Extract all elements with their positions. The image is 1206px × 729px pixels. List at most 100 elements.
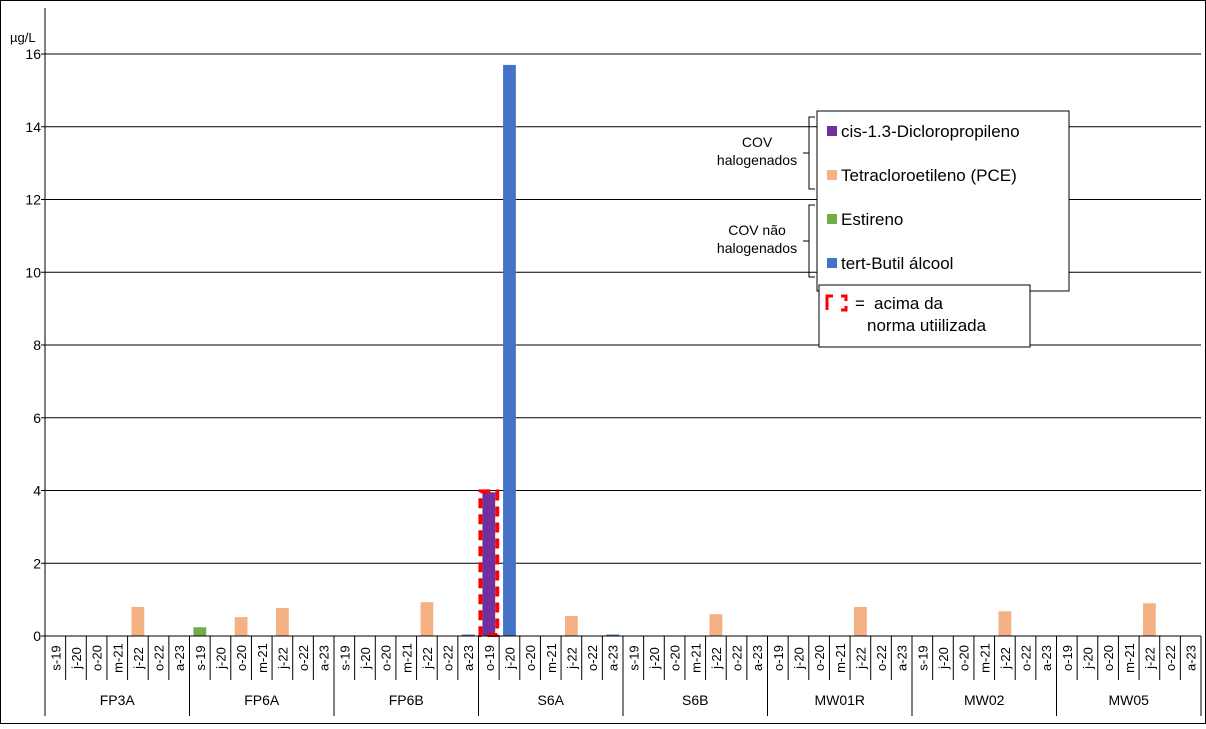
x-date-label: s-19: [48, 645, 63, 670]
x-date-label: j-20: [358, 647, 373, 670]
x-date-label: o-22: [585, 645, 600, 671]
x-date-label: o-20: [668, 645, 683, 671]
x-date-label: o-19: [771, 645, 786, 671]
above-norm-marker: [478, 489, 500, 637]
gridlines: [45, 53, 1201, 564]
x-date-label: o-20: [234, 645, 249, 671]
bar: [193, 627, 207, 636]
legend-label: cis-1.3-Dicloropropileno: [841, 122, 1020, 141]
bar: [564, 615, 578, 636]
legend-swatch: [827, 258, 837, 268]
bars: [131, 64, 1156, 637]
x-date-label: m-21: [977, 643, 992, 673]
x-date-label: o-20: [957, 645, 972, 671]
x-date-label: o-19: [1060, 645, 1075, 671]
x-group-label: MW02: [964, 692, 1005, 708]
legend-group-bracket: [803, 204, 815, 278]
bar: [606, 634, 620, 636]
norm-note-box: [818, 284, 1031, 348]
x-date-label: j-22: [1142, 647, 1157, 670]
legend-group-label: COV: [742, 134, 773, 150]
bar: [420, 602, 434, 636]
y-tick-label: 12: [25, 192, 41, 208]
x-date-label: a-23: [1039, 645, 1054, 671]
bar: [709, 614, 723, 636]
x-date-label: o-22: [1163, 645, 1178, 671]
x-group-label: S6B: [682, 692, 708, 708]
legend-group-label: halogenados: [717, 152, 797, 168]
x-date-label: j-22: [275, 647, 290, 670]
x-date-label: m-21: [1122, 643, 1137, 673]
legend: cis-1.3-Dicloropropileno Tetracloroetilen…: [717, 110, 1070, 348]
bar: [1142, 603, 1156, 636]
x-date-label: m-21: [688, 643, 703, 673]
y-tick-label: 14: [25, 119, 41, 135]
bar: [234, 617, 248, 636]
x-date-label: j-22: [564, 647, 579, 670]
legend-box: [816, 110, 1070, 292]
bar: [503, 64, 516, 637]
norm-note-symbol-icon: [825, 294, 848, 312]
x-date-label: j-20: [213, 647, 228, 670]
legend-swatch: [827, 126, 837, 136]
x-date-label: o-22: [1019, 645, 1034, 671]
x-date-label: a-23: [606, 645, 621, 671]
x-date-label: s-19: [193, 645, 208, 670]
x-date-label: o-22: [441, 645, 456, 671]
x-date-label: m-21: [110, 643, 125, 673]
x-group-label: FP6A: [244, 692, 280, 708]
x-date-label: o-19: [482, 645, 497, 671]
axes: 0 2 4 6 8 10 12 14 16 s-19 j-20 o-20 m-21 j-22 o-22 a-2…: [25, 8, 1202, 716]
x-date-label: j-22: [709, 647, 724, 670]
legend-label: Tetracloroetileno (PCE): [841, 166, 1017, 185]
y-tick-label: 8: [33, 337, 41, 353]
x-date-label: a-23: [1184, 645, 1199, 671]
x-date-label: o-20: [812, 645, 827, 671]
x-date-label: a-23: [461, 645, 476, 671]
x-date-label: a-23: [317, 645, 332, 671]
x-date-label: s-19: [915, 645, 930, 670]
y-tick-label: 4: [33, 483, 41, 499]
x-date-label: o-20: [523, 645, 538, 671]
y-unit-label: µg/L: [10, 30, 36, 45]
bar: [482, 492, 496, 636]
legend-group-bracket: [803, 116, 815, 190]
x-date-label: s-19: [626, 645, 641, 670]
x-date-label: j-20: [791, 647, 806, 670]
x-date-label: o-22: [730, 645, 745, 671]
x-date-label: a-23: [750, 645, 765, 671]
bar: [275, 607, 289, 636]
legend-label: Estireno: [841, 210, 903, 229]
x-date-label: o-20: [1101, 645, 1116, 671]
x-date-label: j-20: [1080, 647, 1095, 670]
x-date-label: o-22: [152, 645, 167, 671]
y-tick-label: 2: [33, 555, 41, 571]
bar: [853, 606, 867, 636]
bar: [131, 606, 145, 636]
bar: [998, 611, 1012, 636]
x-date-label: j-22: [853, 647, 868, 670]
x-date-label: j-20: [69, 647, 84, 670]
norm-note-equals: =: [855, 294, 865, 313]
y-tick-label: 6: [33, 410, 41, 426]
legend-swatch: [827, 170, 837, 180]
x-date-label: m-21: [544, 643, 559, 673]
y-tick-label: 10: [25, 264, 41, 280]
bar: [461, 634, 475, 636]
x-group-label: MW05: [1109, 692, 1150, 708]
y-tick-label: 0: [33, 628, 41, 644]
norm-note-text: norma utiilizada: [867, 316, 987, 335]
legend-label: tert-Butil álcool: [841, 254, 953, 273]
x-date-label: o-20: [90, 645, 105, 671]
x-group-label: FP3A: [100, 692, 136, 708]
x-date-label: o-20: [379, 645, 394, 671]
x-date-label: a-23: [895, 645, 910, 671]
y-tick-label: 16: [25, 46, 41, 62]
x-date-label: o-22: [296, 645, 311, 671]
norm-note-text: acima da: [874, 294, 944, 313]
x-date-label: j-20: [502, 647, 517, 670]
x-date-label: j-22: [998, 647, 1013, 670]
